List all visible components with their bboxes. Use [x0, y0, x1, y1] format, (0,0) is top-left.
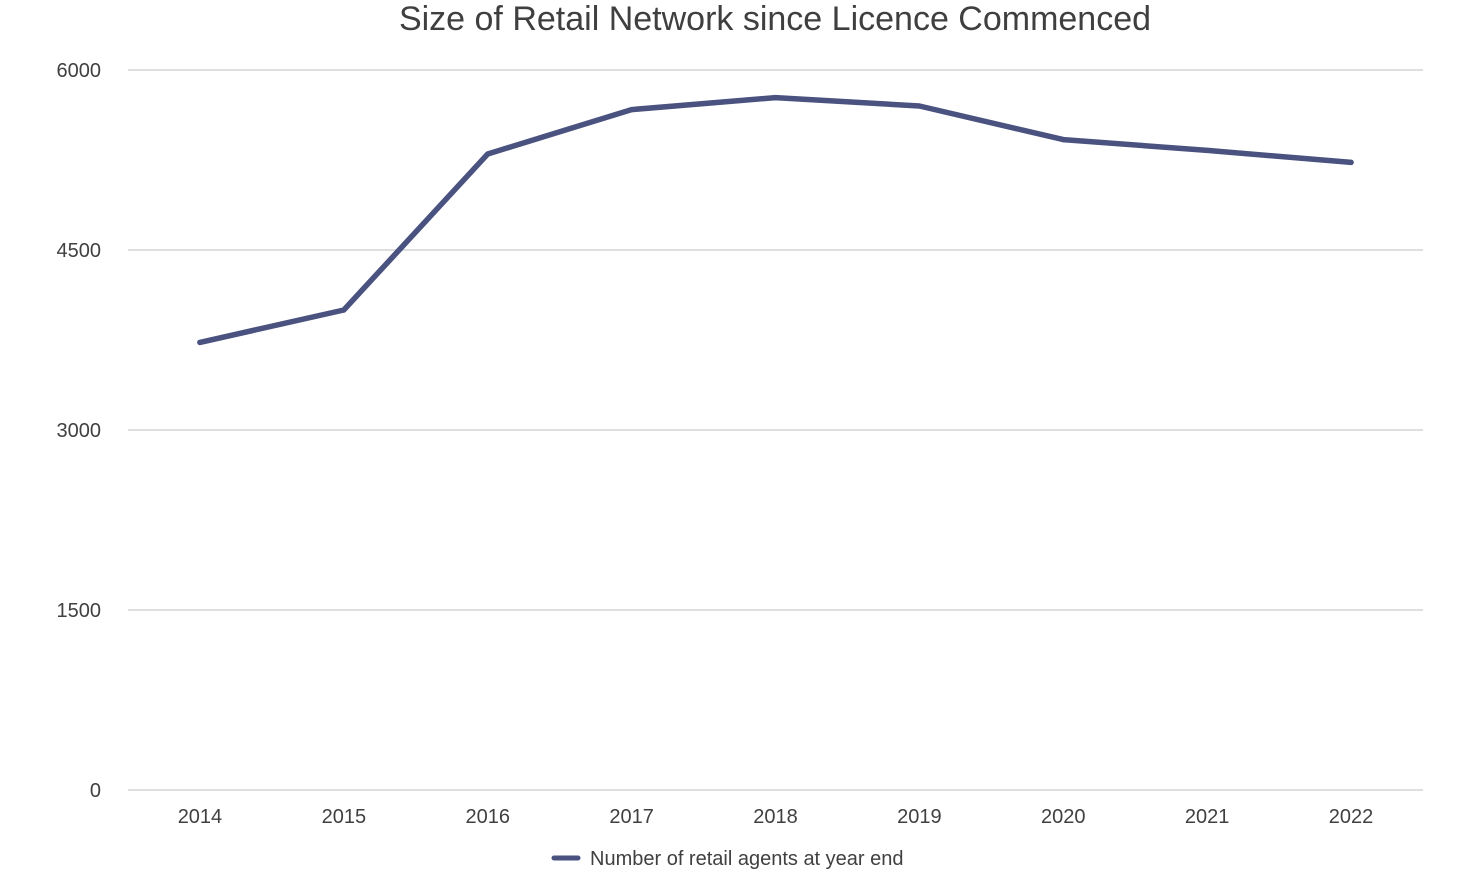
- legend-label: Number of retail agents at year end: [590, 848, 904, 870]
- x-tick-label: 2017: [609, 806, 654, 828]
- data-point: [629, 107, 635, 113]
- y-tick-label: 1500: [57, 600, 102, 622]
- x-tick-label: 2016: [465, 806, 510, 828]
- data-point: [772, 95, 779, 101]
- data-point: [916, 103, 922, 109]
- data-point: [1348, 159, 1354, 165]
- series-line: [197, 94, 1354, 346]
- y-tick-label: 4500: [57, 240, 102, 262]
- data-point: [485, 151, 491, 157]
- x-tick-label: 2014: [178, 806, 223, 828]
- y-tick-label: 0: [90, 780, 101, 802]
- legend: Number of retail agents at year end: [551, 848, 904, 870]
- x-tick-label: 2019: [897, 806, 942, 828]
- x-tick-label: 2020: [1041, 806, 1086, 828]
- x-tick-label: 2021: [1185, 806, 1230, 828]
- data-point: [197, 339, 203, 345]
- data-point: [1204, 147, 1210, 153]
- x-tick-label: 2018: [753, 806, 798, 828]
- y-axis-ticks: 0 1500 3000 4500 6000: [57, 60, 102, 802]
- data-point: [341, 307, 347, 313]
- y-tick-label: 6000: [57, 60, 102, 82]
- chart-title: Size of Retail Network since Licence Com…: [399, 0, 1151, 38]
- x-tick-label: 2015: [322, 806, 367, 828]
- data-point: [1060, 137, 1066, 143]
- series-layer: [197, 94, 1354, 346]
- gridlines: [128, 69, 1423, 791]
- x-axis-ticks: 2014 2015 2016 2017 2018 2019 2020 2021 2022: [178, 806, 1374, 828]
- y-tick-label: 3000: [57, 420, 102, 442]
- x-tick-label: 2022: [1329, 806, 1374, 828]
